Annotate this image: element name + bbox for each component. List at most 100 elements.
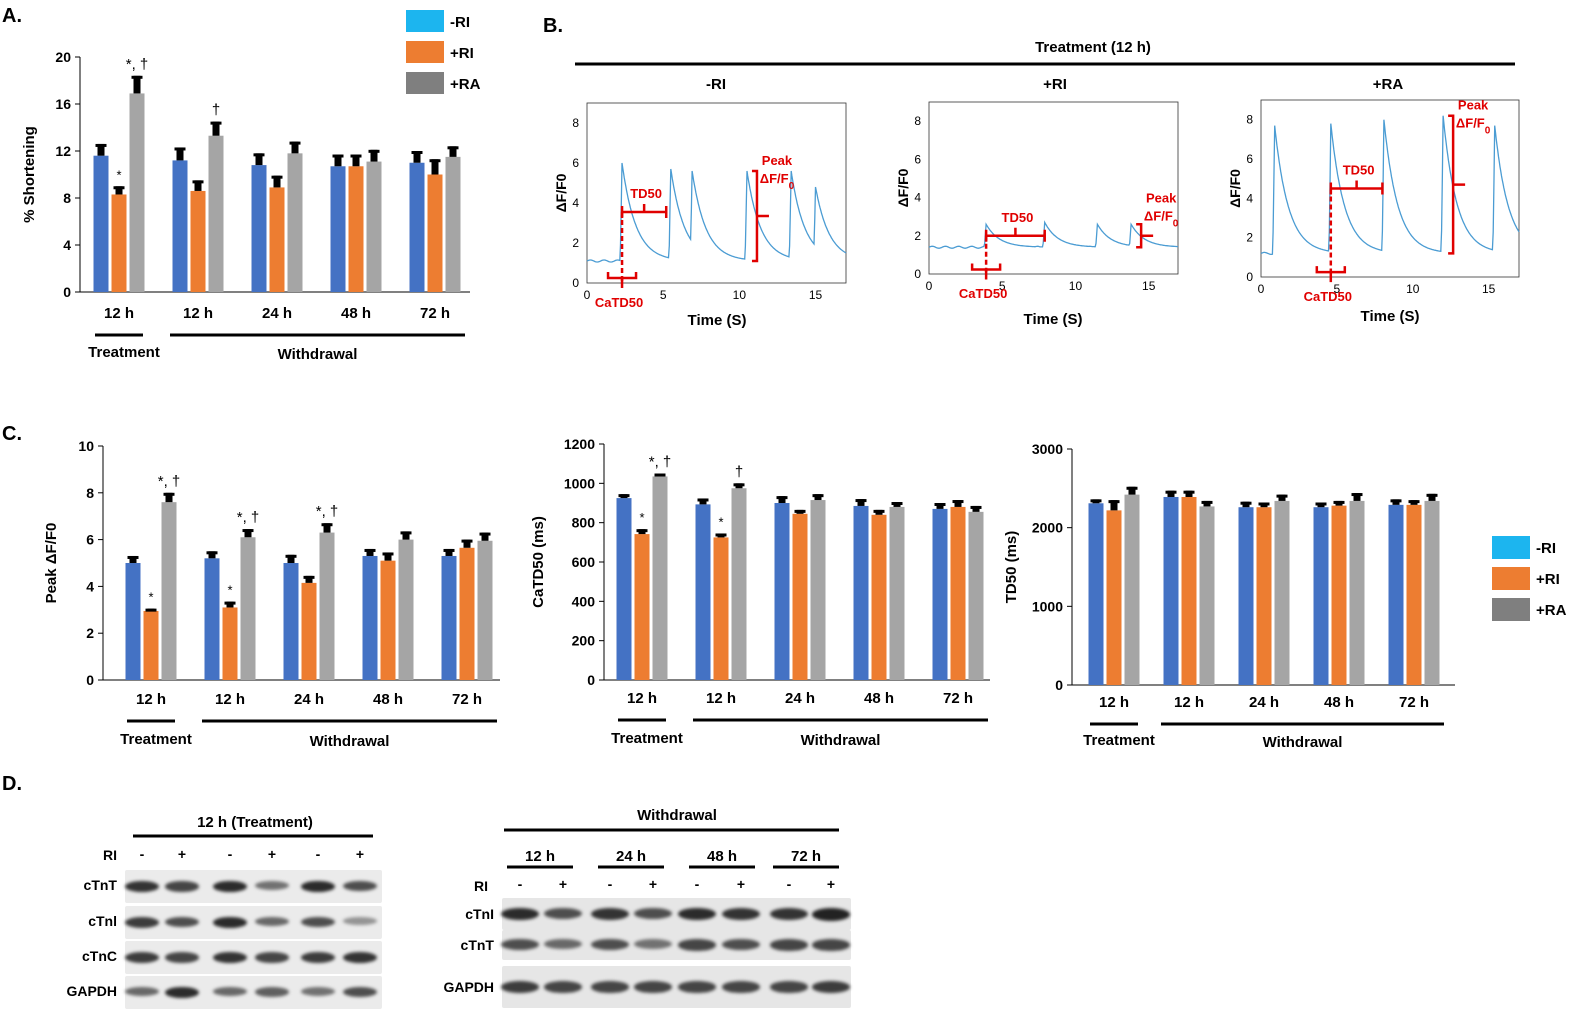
td50-bracket [620,204,668,218]
error-bar [857,499,865,506]
blot-time-label: 24 h [616,848,646,865]
blot-band [678,908,716,921]
significance-mark: * [148,590,153,605]
blot-band [255,987,289,997]
withdrawal-label: Withdrawal [1263,734,1343,751]
peak-df-label: ΔF/F0 [1144,208,1179,229]
trace-x-axis-label: Time (S) [1361,308,1420,325]
blot-band [591,908,629,921]
bar--RI [204,558,220,680]
legend-c-swatch-ri-plus [1492,567,1530,590]
category-label: 24 h [262,305,292,322]
blot-band [591,981,629,993]
blot-lane-sign: + [737,876,745,892]
y-tick-label: 6 [86,532,94,548]
peak-label: Peak [762,153,793,168]
trace-y-tick-label: 6 [914,152,921,166]
blot-band [812,981,850,993]
significance-mark: *, † [126,56,149,73]
trace-y-axis-label: ΔF/F0 [553,173,569,212]
error-bar-cap [447,146,459,150]
error-bar [255,153,263,166]
blot-band [722,939,760,951]
error-bar-cap [1258,502,1270,506]
category-label: 72 h [943,690,973,707]
bar-+RI [634,534,650,680]
legend-a-swatch-ri-plus [406,41,444,63]
significance-mark: † [735,463,743,480]
error-bar-cap [891,502,903,506]
blot-row-label: cTnl [88,913,117,929]
bar--RI [1313,507,1329,685]
bar--RI [1238,507,1254,685]
category-label: 12 h [104,305,134,322]
error-bar-cap [429,159,441,163]
bar-+RI [190,190,206,292]
trace-frame [1260,99,1520,278]
blot-band [544,939,582,950]
trace-x-axis-label: Time (S) [1024,311,1083,328]
blot-band [501,981,539,993]
error-bar-cap [1183,490,1195,494]
error-bar-cap [1126,486,1138,490]
traces-layer: -RI 0 5 10 15 0 2 4 6 8 Time (S) ΔF/F0 CaTD50 TD50 Pea… [553,76,1520,329]
bar--RI [774,503,790,680]
blot-band [544,981,582,993]
blot-row-label: cTnC [82,948,117,964]
bar-+RA [1274,500,1290,685]
bar-+RI [269,187,285,292]
bar-chart-shortening: 0 4 8 12 16 20 % Shortening 12 h 12 h 24 h 48 h 72 … [21,49,470,363]
error-bar-cap [382,552,394,556]
trace-x-tick-label: 0 [584,288,591,302]
significance-mark: * [718,514,723,529]
bar--RI [251,165,267,292]
blot-band [634,908,672,920]
blot-right-ri-label: RI [474,878,488,894]
error-bar [244,529,252,538]
trace-y-tick-label: 8 [1246,113,1253,127]
blot-band [213,987,247,997]
y-tick-label: 1200 [564,436,595,452]
error-bar [1278,494,1286,501]
bar-+RA [161,502,177,680]
error-bar-cap [411,151,423,154]
peak-df-label: ΔF/F0 [760,171,795,192]
y-tick-label: 8 [63,190,71,206]
bar--RI [125,563,141,680]
traces-title: Treatment (12 h) [1035,39,1151,56]
blot-band [213,917,247,929]
error-bar-cap [113,186,125,190]
significance-mark: *, † [158,473,181,490]
category-label: 12 h [1099,694,1129,711]
blot-lane-sign: + [178,846,186,862]
blot-band [722,908,760,921]
trace-y-tick-label: 4 [1246,191,1253,205]
error-bar-cap [715,533,727,537]
error-bar-cap [303,575,315,579]
bar-+RI [871,514,887,680]
error-bar [1428,493,1436,501]
bar-+RI [111,194,127,292]
y-tick-label: 600 [572,554,596,570]
bar-+RI [1106,510,1122,685]
bar-+RA [810,500,826,680]
bar-+RI [459,547,475,680]
blot-band [343,881,377,892]
error-bar [212,121,220,136]
bar--RI [172,160,188,292]
peak-bracket [1448,114,1466,255]
blot-band [255,917,289,927]
trace-frame [928,101,1179,275]
error-bar-cap [873,509,885,513]
trace-y-tick-label: 6 [1246,152,1253,166]
error-bar-cap [443,548,455,552]
trace-x-axis-label: Time (S) [688,312,747,329]
bar--RI [932,508,948,680]
error-bar [305,575,313,583]
catd50-bracket [970,263,1002,280]
treatment-label: Treatment [1083,732,1155,749]
error-bar [352,154,360,167]
significance-mark: * [227,583,232,598]
bar-+RA [445,156,461,292]
